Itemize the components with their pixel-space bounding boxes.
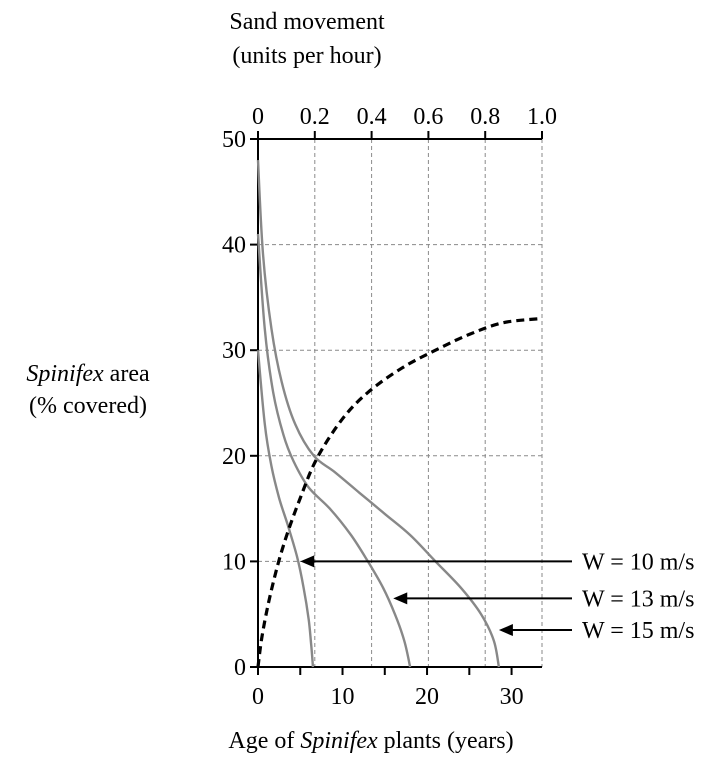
series-callouts: W = 10 m/s W = 13 m/s W = 15 m/s (300, 549, 694, 644)
top-axis-tick-label: 0.8 (470, 104, 500, 130)
bottom-axis-tick-label: 30 (500, 684, 524, 710)
left-axis-tick-label: 10 (222, 549, 246, 575)
left-axis-title-italic: Spinifex (26, 361, 104, 387)
bottom-axis-tick-label: 10 (331, 684, 355, 710)
left-axis-title-rest: area (104, 361, 150, 387)
left-axis-tick-label: 20 (222, 444, 246, 470)
bottom-axis-tick-label: 0 (252, 684, 264, 710)
bottom-axis-title: Age of Spinifex plants (years) (228, 728, 513, 754)
series-curves (256, 160, 543, 668)
top-axis-title-line-2: (units per hour) (232, 43, 381, 69)
callout-arrowhead (393, 592, 408, 605)
series-curve-3 (256, 160, 501, 668)
bottom-axis-tick-label: 20 (415, 684, 439, 710)
bottom-axis-title-part-3: plants (years) (378, 728, 514, 754)
left-axis-tick-label: 30 (222, 338, 246, 364)
left-axis-tick-label: 50 (222, 127, 246, 153)
top-axis-tick-label: 0.6 (413, 104, 443, 130)
series-curve-1 (256, 350, 315, 668)
top-axis-tick-label: 0 (252, 104, 264, 130)
callout-arrowhead (498, 624, 513, 637)
callout-label: W = 13 m/s (582, 586, 694, 612)
grid-lines (258, 139, 543, 667)
left-axis-title-line-1: Spinifex area (26, 361, 150, 387)
bottom-axis-title-part-1: Age of (228, 728, 300, 754)
left-axis-tick-label: 40 (222, 233, 246, 259)
left-axis-title-line-2: (% covered) (29, 393, 147, 419)
left-axis-tick-label: 0 (234, 655, 246, 681)
top-axis-title-line-1: Sand movement (229, 9, 385, 35)
callout-label: W = 15 m/s (582, 618, 694, 644)
callout-arrowhead (300, 555, 315, 568)
top-axis-tick-label: 0.4 (357, 104, 387, 130)
bottom-axis-title-italic: Spinifex (300, 728, 378, 754)
callout-label: W = 10 m/s (582, 549, 694, 575)
series-curve-2 (256, 233, 412, 668)
top-axis-tick-label: 1.0 (527, 104, 557, 130)
sand-movement-curve (256, 316, 543, 668)
top-axis-tick-label: 0.2 (300, 104, 330, 130)
